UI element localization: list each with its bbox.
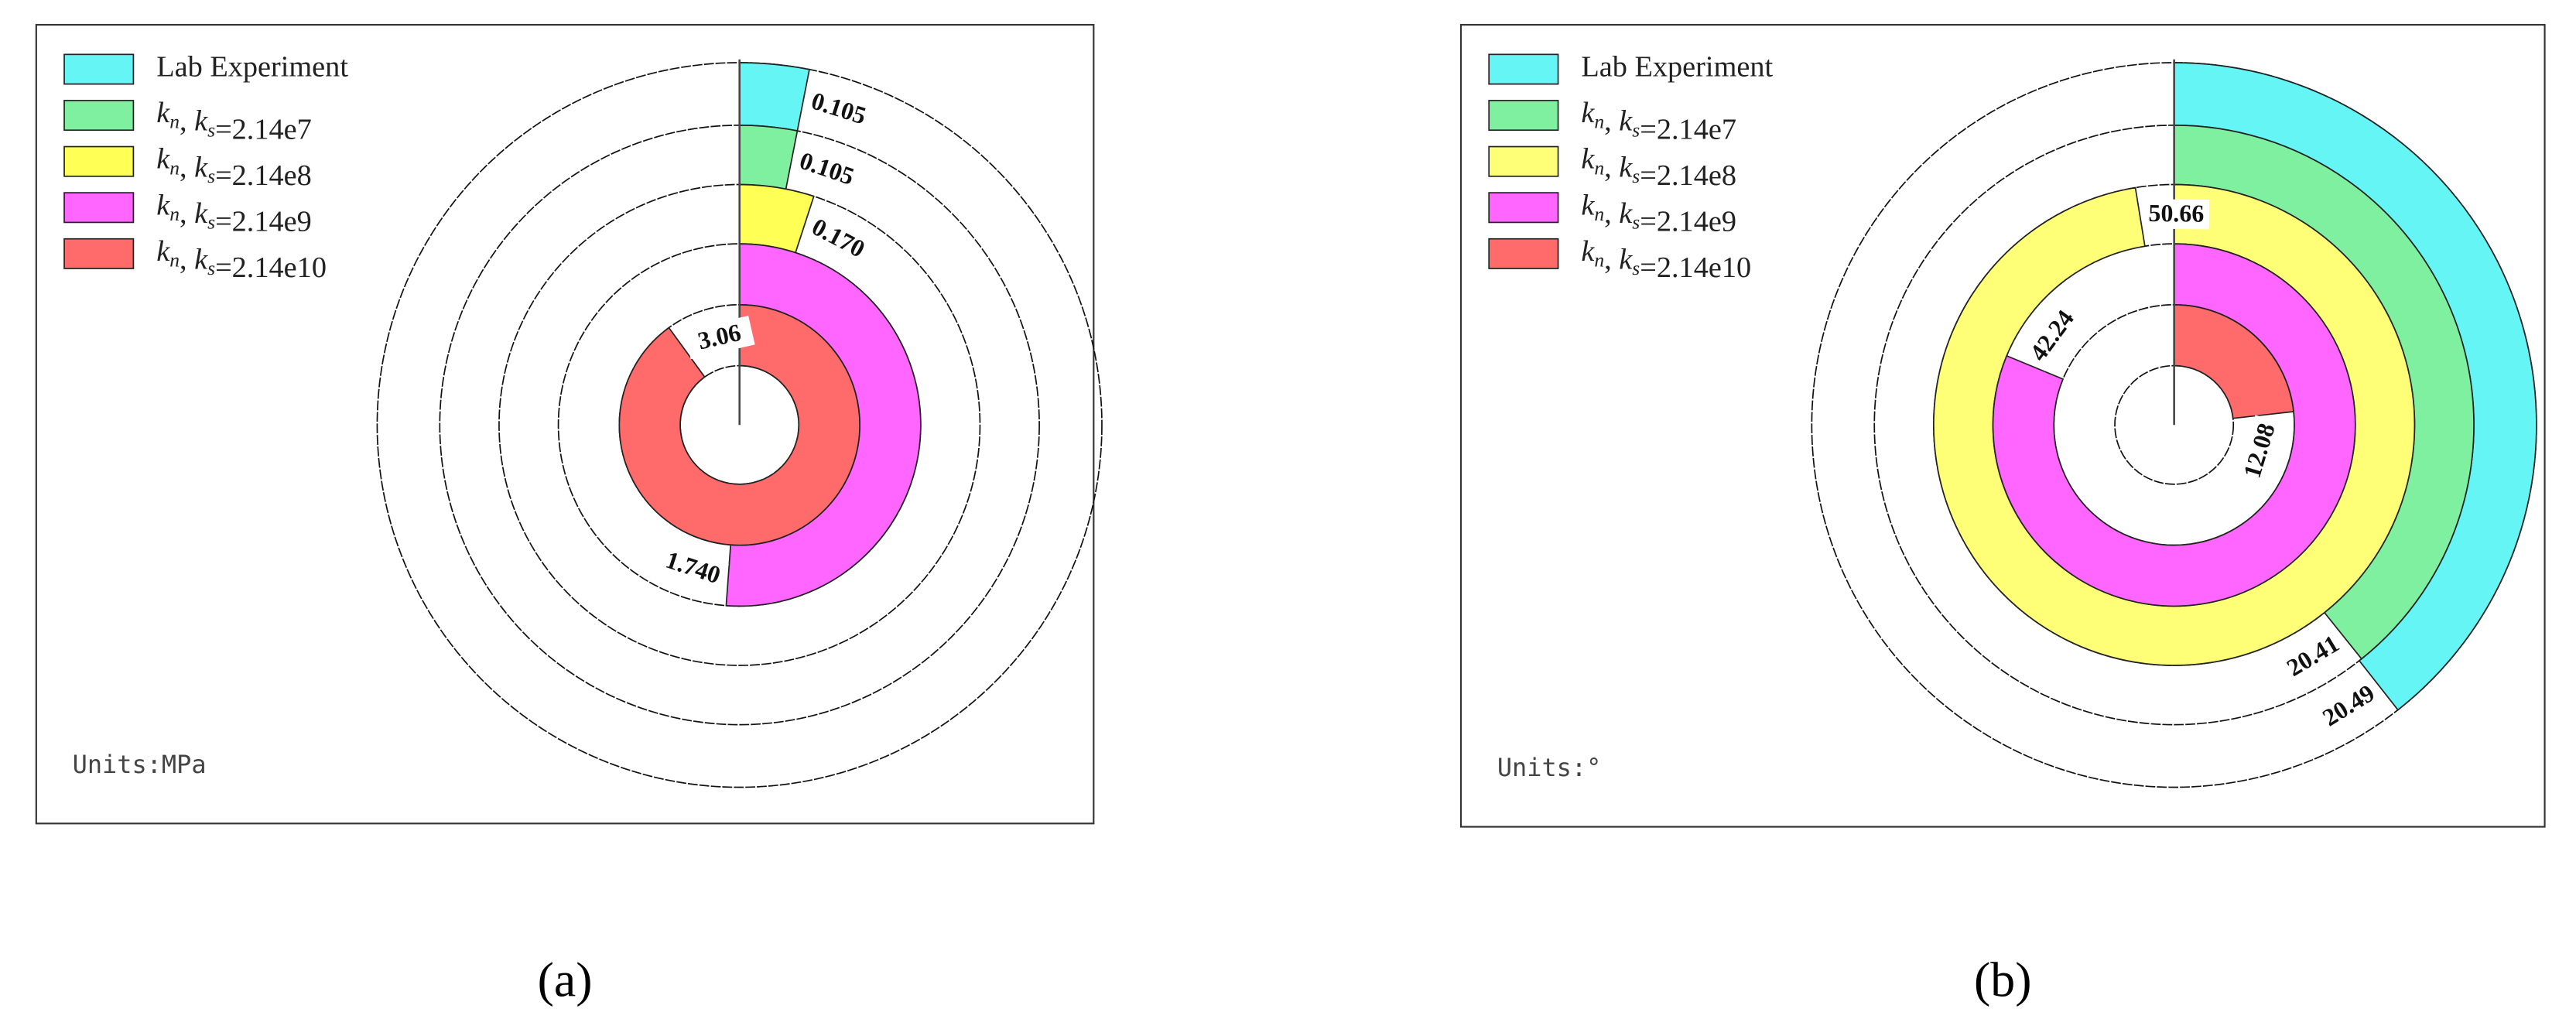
radial-bar — [738, 62, 810, 132]
legend-label: Lab Experiment — [156, 50, 348, 83]
legend-label: kn, ks=2.14e9 — [156, 189, 312, 238]
radial-bar — [1992, 243, 2356, 607]
panel-frame — [35, 23, 1095, 825]
value-label-bg — [657, 544, 729, 593]
legend-swatch — [1488, 238, 1559, 269]
value-label-bg — [790, 144, 863, 194]
legend-label: kn, ks=2.14e7 — [1581, 97, 1736, 145]
value-label: 50.66 — [2148, 200, 2204, 227]
legend-label: kn, ks=2.14e10 — [1581, 235, 1751, 284]
legend-swatch — [63, 192, 135, 224]
legend-label: kn, ks=2.14e10 — [156, 235, 327, 284]
legend-label: kn, ks=2.14e7 — [156, 97, 312, 145]
legend-swatch — [63, 53, 135, 85]
value-label-bg — [802, 84, 874, 133]
legend-swatch — [1488, 145, 1559, 177]
value-label-bg — [2277, 627, 2349, 686]
legend-swatch — [1488, 100, 1559, 132]
value-label-bg — [802, 210, 874, 268]
legend-label: Lab Experiment — [1581, 50, 1773, 83]
value-label-bg — [684, 315, 755, 360]
value-label-bg — [2143, 199, 2210, 230]
radial-bar — [2173, 304, 2295, 419]
value-label-bg — [2020, 300, 2085, 371]
legend-label: kn, ks=2.14e8 — [156, 142, 312, 191]
panel-label: (a) — [538, 952, 593, 1007]
value-label-group: 3.06 — [684, 315, 755, 360]
value-label-group: 50.66 — [2143, 199, 2210, 230]
panel-label: (b) — [1974, 952, 2031, 1007]
value-label-bg — [2236, 415, 2284, 487]
legend-swatch — [63, 100, 135, 132]
legend-swatch — [63, 238, 135, 269]
legend-label: kn, ks=2.14e9 — [1581, 189, 1736, 238]
legend-label: kn, ks=2.14e8 — [1581, 142, 1736, 191]
legend-swatch — [1488, 192, 1559, 224]
value-label-group: 42.24 — [2020, 300, 2085, 371]
units-label: Units:° — [1497, 753, 1601, 782]
legend-swatch — [63, 145, 135, 177]
value-label-bg — [2313, 675, 2385, 737]
radial-bar — [618, 304, 860, 546]
units-label: Units:MPa — [73, 750, 207, 779]
legend-swatch — [1488, 53, 1559, 85]
